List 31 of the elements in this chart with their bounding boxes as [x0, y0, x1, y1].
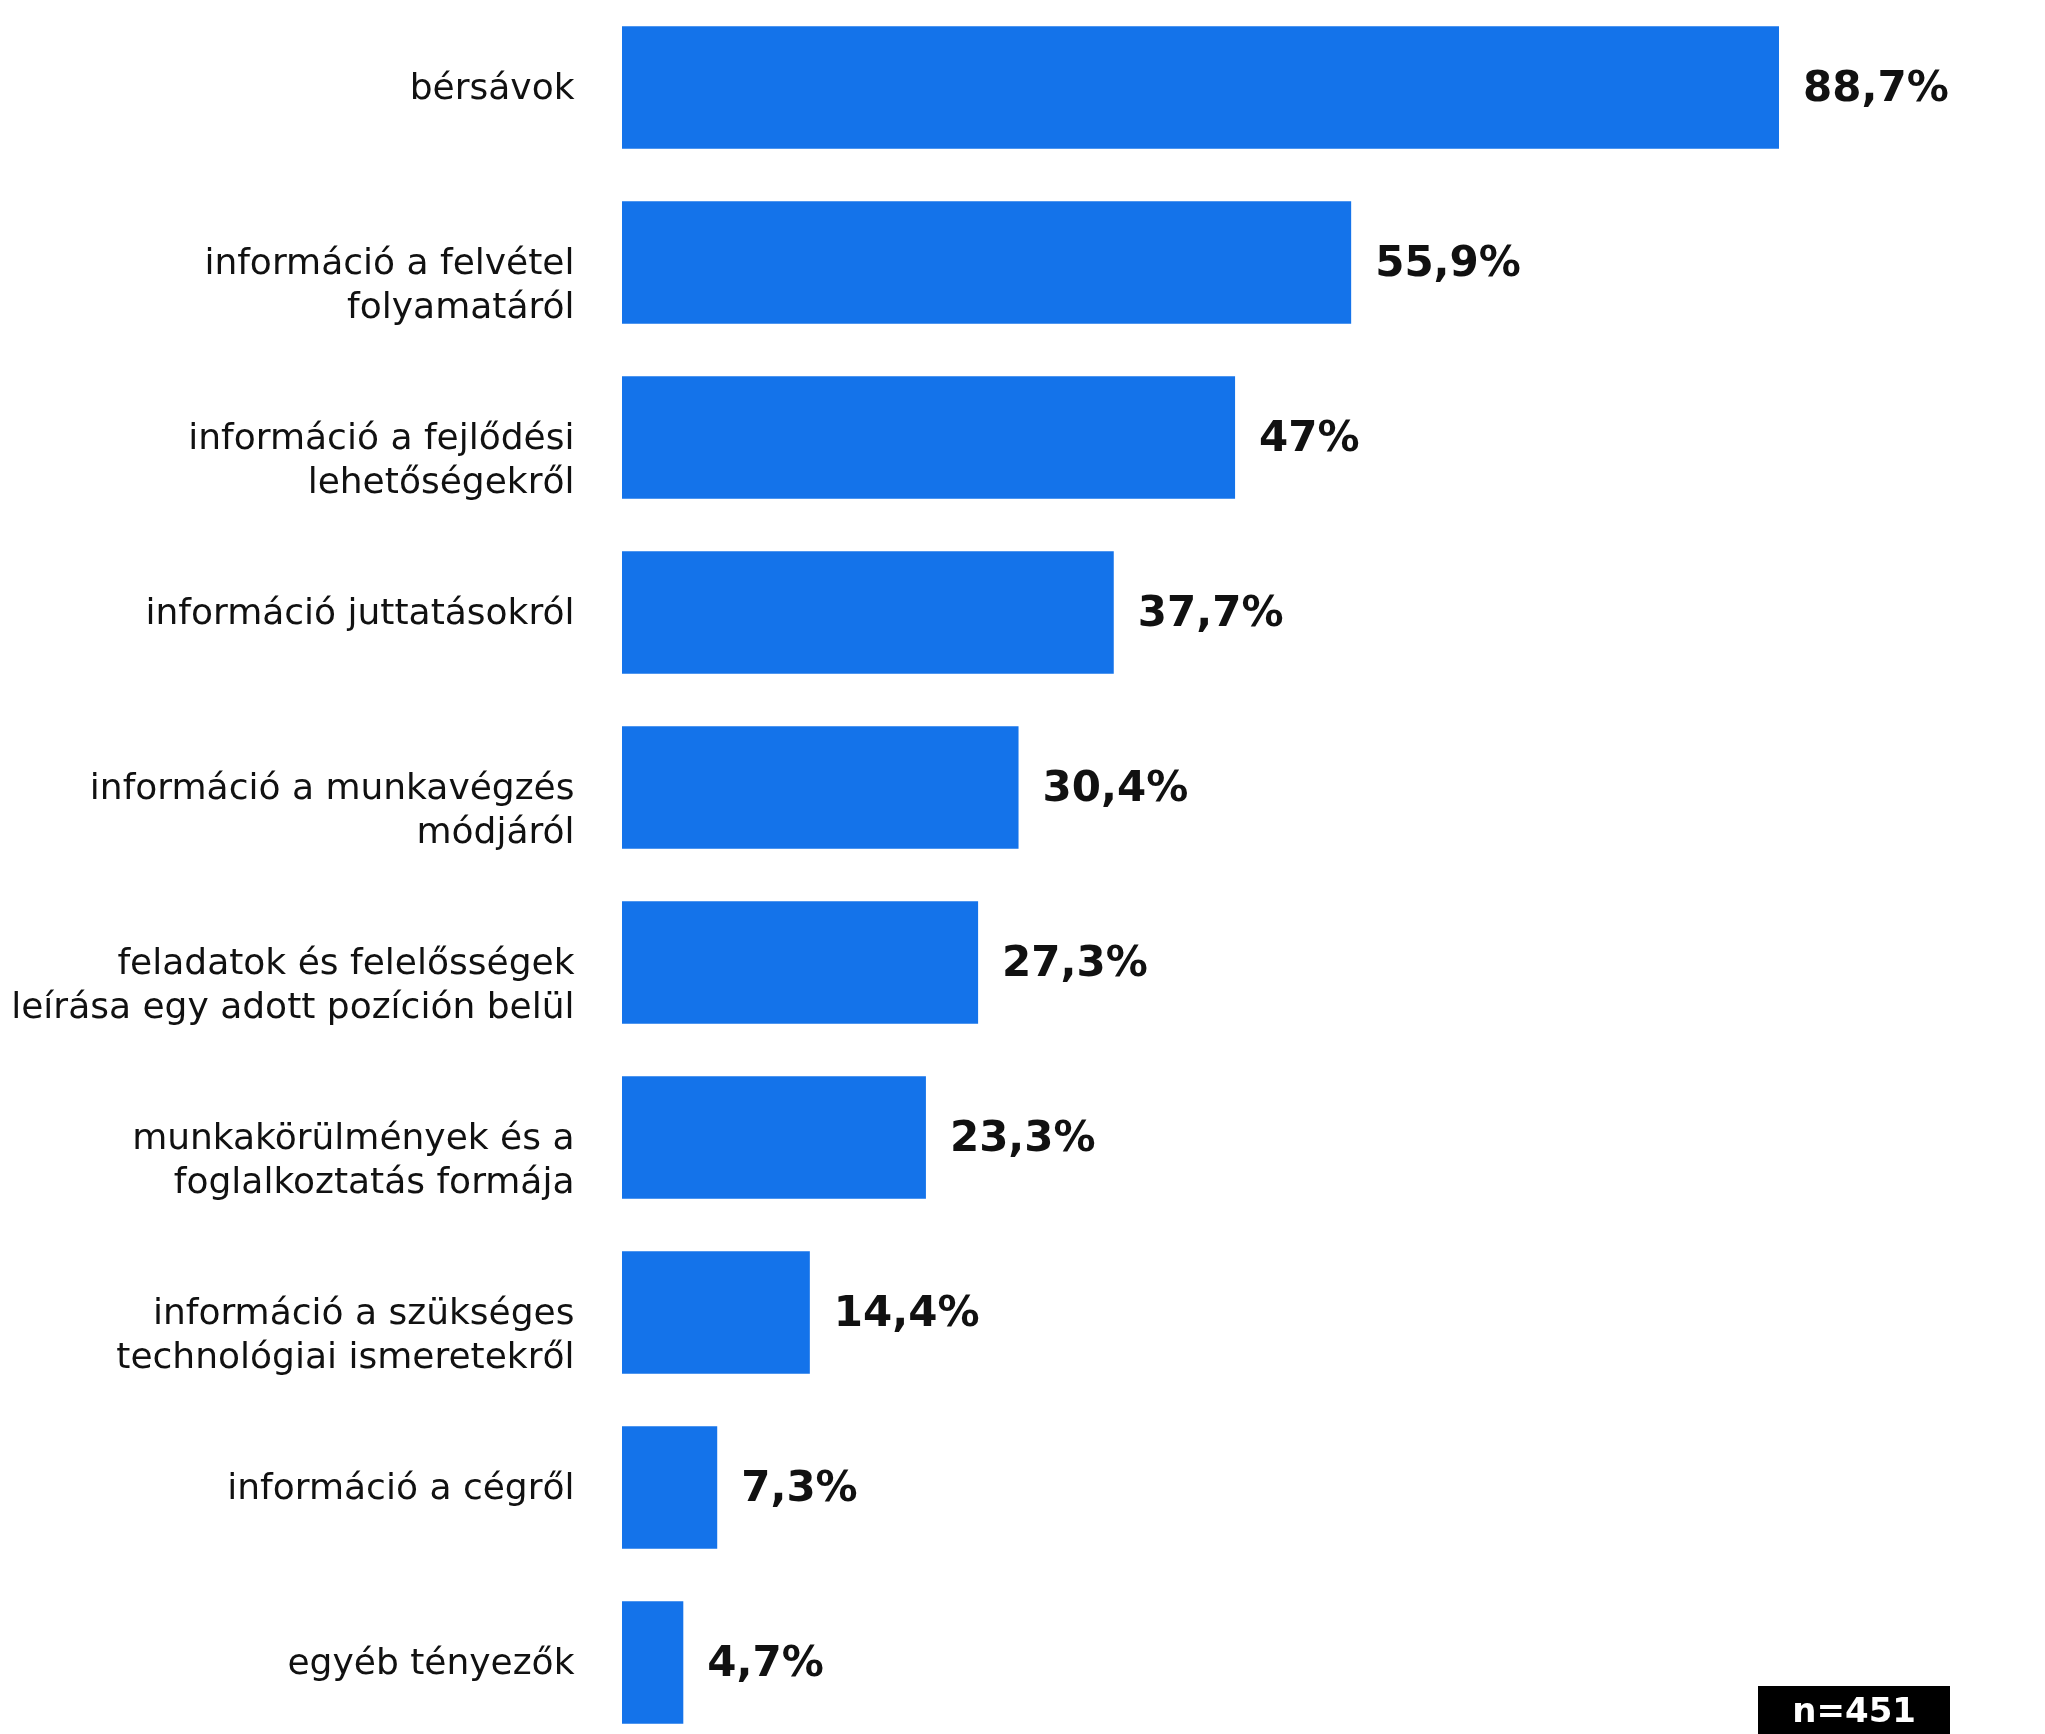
bar [622, 901, 979, 1024]
text: n=451 [1758, 1686, 1950, 1734]
data-label: 55,9% [1375, 236, 1521, 286]
bar [622, 1076, 926, 1199]
data-label: 14,4% [833, 1286, 980, 1336]
y-tick-label: információ a szükséges technológiai ismeretekről [116, 1290, 575, 1376]
data-label: 27,3% [1002, 936, 1148, 986]
data-label: 23,3% [949, 1111, 1096, 1161]
data-label: 47% [1259, 411, 1360, 461]
y-tick-label: információ juttatásokról [145, 590, 575, 632]
bar [622, 201, 1352, 324]
bar [622, 726, 1019, 849]
y-tick-label: munkakörülmények és a foglalkoztatás formája [132, 1115, 575, 1201]
y-tick-label: egyéb tényezők [287, 1640, 575, 1682]
bar [622, 1426, 718, 1549]
y-tick-label: információ a fejlődési lehetőségekről [188, 415, 575, 501]
data-label: 30,4% [1042, 761, 1189, 811]
data-label: 88,7% [1803, 61, 1949, 111]
data-label: 37,7% [1137, 586, 1284, 636]
bar [622, 551, 1114, 674]
bar [622, 1601, 684, 1724]
data-label: 4,7% [707, 1636, 824, 1686]
data-label: 7,3% [741, 1461, 858, 1511]
y-tick-label: bérsávok [409, 65, 575, 107]
bar [622, 26, 1779, 149]
y-tick-label: feladatok és felelősségek leírása egy adott pozíción belül [11, 940, 575, 1026]
y-tick-label: információ a munkavégzés módjáról [89, 765, 575, 851]
bar [622, 1251, 810, 1374]
y-tick-label: információ a cégről [227, 1465, 575, 1507]
bar [622, 376, 1236, 499]
y-tick-label: információ a felvétel folyamatáról [204, 240, 575, 326]
